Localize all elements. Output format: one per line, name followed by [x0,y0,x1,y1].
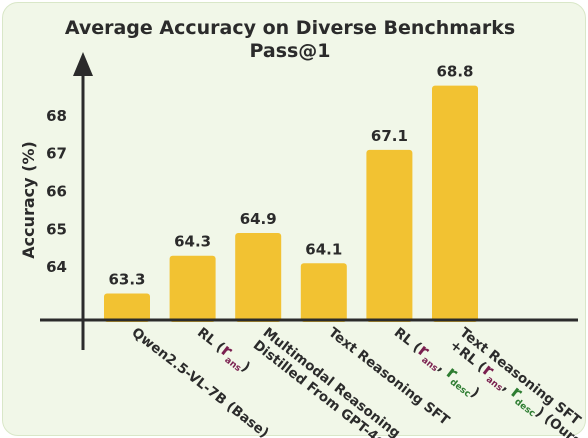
bar [366,149,413,322]
value-label: 64.3 [174,233,211,251]
category-label-part: ) [468,385,483,401]
chart-subtitle: Pass@1 [249,40,330,62]
category-label: RL (rans) [192,322,255,378]
category-label-line: Text Reasoning SFT [457,325,585,430]
value-label: 67.1 [371,127,408,145]
category-label-part: ) [238,359,253,375]
category-label: Text Reasoning SFT+RL (rans, rdesc) (Our… [447,325,588,438]
chart-title: Average Accuracy on Diverse Benchmarks [65,17,515,39]
category-label-part: Text Reasoning SFT [457,325,585,430]
value-label: 64.9 [240,210,277,228]
bar [235,233,282,322]
bar [169,255,216,322]
y-axis-arrowhead [73,52,93,76]
bar [432,85,478,322]
y-axis-label: Accuracy (%) [19,141,38,259]
y-tick-label: 68 [46,107,67,125]
bar [104,293,150,322]
y-tick-label: 66 [46,182,67,200]
y-tick-label: 67 [46,145,67,163]
y-tick-label: 65 [46,220,67,238]
value-label: 68.8 [436,63,473,81]
category-label-line: RL (rans) [192,322,255,378]
y-tick-label: 64 [46,258,67,276]
bar [300,263,347,322]
value-label: 64.1 [305,240,342,258]
value-label: 63.3 [108,271,145,289]
